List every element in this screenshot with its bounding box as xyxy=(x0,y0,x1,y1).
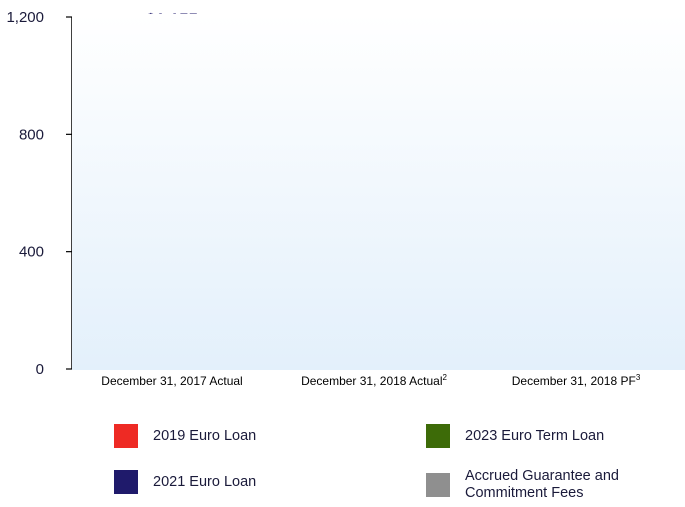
legend-item-accrued-fees: Accrued Guarantee and Commitment Fees xyxy=(426,468,619,502)
y-tick-label: 0 xyxy=(36,361,44,378)
y-tick-label: 1,200 xyxy=(6,9,44,26)
legend-swatch xyxy=(426,424,450,448)
legend-item-2021-euro-loan: 2021 Euro Loan xyxy=(114,470,256,494)
y-tick-label: 400 xyxy=(19,244,44,261)
legend-label: 2019 Euro Loan xyxy=(153,427,257,444)
x-category-label: December 31, 2018 PF3 xyxy=(512,373,641,388)
legend-label: 2021 Euro Loan xyxy=(153,473,257,490)
footnote-superscript: 2 xyxy=(442,373,447,382)
legend: 2019 Euro Loan 2023 Euro Term Loan 2021 … xyxy=(0,412,685,507)
legend-item-2019-euro-loan: 2019 Euro Loan xyxy=(114,424,256,448)
legend-label: Accrued Guarantee and Commitment Fees xyxy=(465,468,619,501)
legend-swatch xyxy=(426,473,450,497)
legend-swatch xyxy=(114,424,138,448)
chart: 04008001,200$562$282$70$241$1,155Decembe… xyxy=(6,9,685,388)
footnote-superscript: 3 xyxy=(636,373,641,382)
legend-item-2023-euro-term-loan: 2023 Euro Term Loan xyxy=(426,424,604,448)
legend-label: 2023 Euro Term Loan xyxy=(465,427,605,444)
x-category-label: December 31, 2017 Actual xyxy=(101,374,242,388)
legend-swatch xyxy=(114,470,138,494)
plot-background xyxy=(72,14,685,370)
y-tick-label: 800 xyxy=(19,126,44,143)
x-category-label: December 31, 2018 Actual2 xyxy=(301,373,447,388)
